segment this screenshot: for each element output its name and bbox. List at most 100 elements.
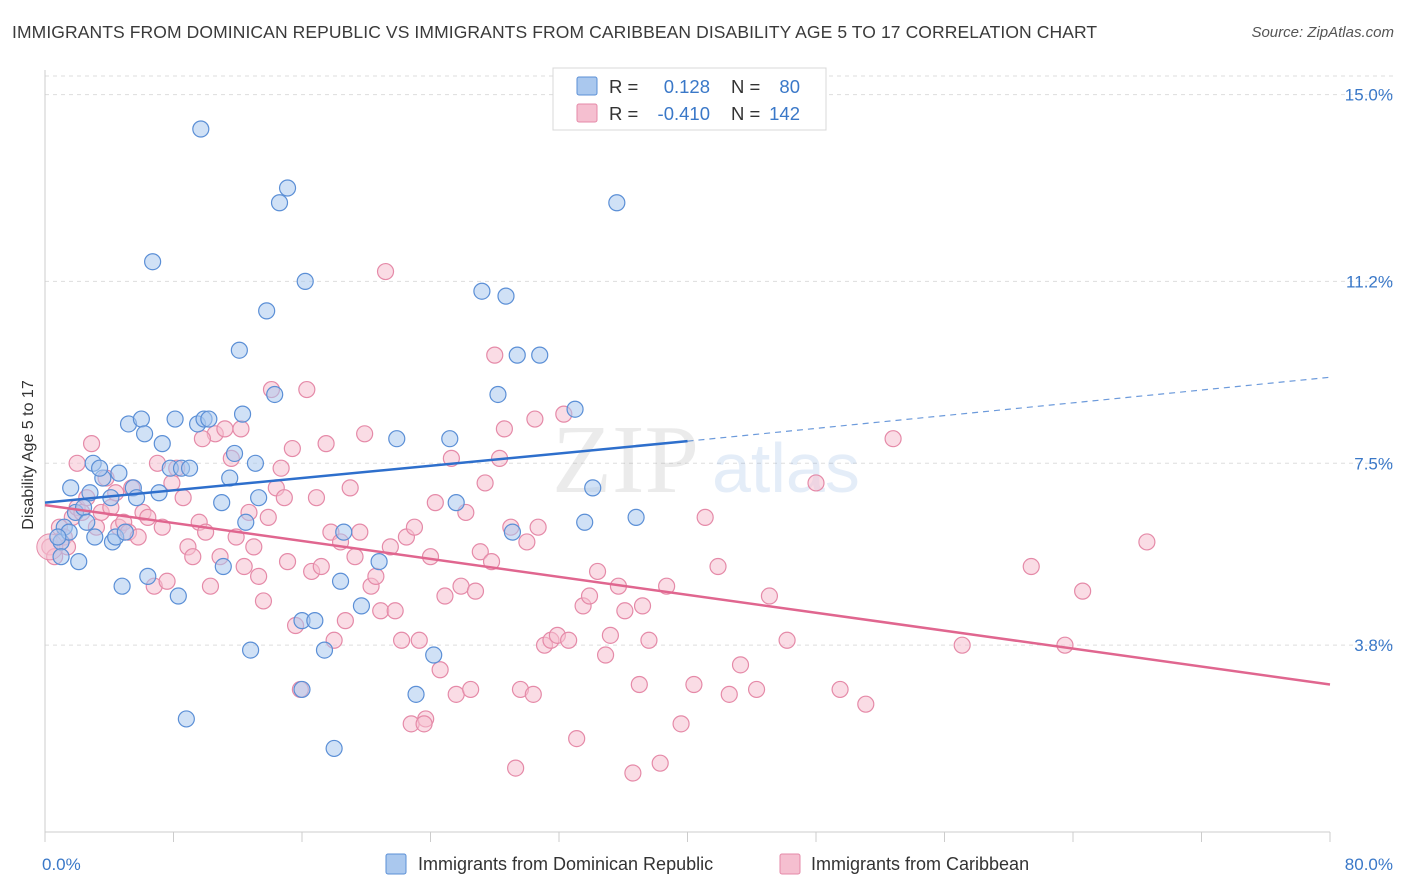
caribbean-point — [82, 435, 101, 453]
y-axis-label: Disability Age 5 to 17 — [20, 380, 37, 530]
x-axis-ticks — [44, 832, 1331, 842]
dominican-point — [388, 430, 406, 448]
caribbean-point — [462, 680, 480, 699]
caribbean-trend-line — [44, 503, 1331, 686]
caribbean-points — [36, 262, 1156, 782]
dominican-point — [74, 498, 93, 517]
caribbean-point — [466, 582, 485, 600]
dominican-point — [608, 194, 626, 212]
legend-r-label-1: R = — [609, 76, 638, 97]
legend-swatch-caribbean — [576, 103, 598, 123]
caribbean-point — [275, 489, 293, 507]
caribbean-point — [312, 557, 330, 576]
dominican-point — [62, 479, 80, 497]
caribbean-point — [415, 715, 433, 733]
dominican-point — [91, 459, 109, 477]
dominican-point — [153, 435, 171, 453]
caribbean-point — [526, 410, 544, 428]
dominican-point — [258, 302, 276, 320]
legend-n-value-2: 142 — [769, 103, 800, 124]
caribbean-point — [245, 538, 263, 556]
dominican-point — [230, 341, 248, 359]
caribbean-point — [507, 759, 525, 777]
caribbean-point — [696, 508, 714, 526]
caribbean-point — [807, 474, 825, 492]
caribbean-point — [317, 435, 335, 453]
caribbean-point — [720, 685, 738, 703]
caribbean-point — [431, 661, 449, 679]
caribbean-point — [709, 557, 727, 576]
legend-box — [552, 67, 827, 131]
caribbean-point — [351, 523, 369, 541]
caribbean-point — [68, 454, 86, 472]
dominican-point — [425, 646, 443, 664]
bottom-legend-swatch-dominican — [385, 853, 407, 875]
caribbean-point — [580, 587, 599, 605]
y-tick-label: 3.8% — [1354, 636, 1393, 655]
caribbean-point — [298, 380, 316, 399]
caribbean-point — [405, 518, 424, 536]
dominican-point — [331, 572, 350, 590]
dominican-point — [473, 282, 491, 300]
dominican-point — [242, 641, 260, 659]
dominican-point — [407, 685, 425, 703]
caribbean-point — [476, 474, 494, 492]
dominican-point — [86, 528, 104, 546]
caribbean-point — [367, 567, 385, 585]
caribbean-point — [640, 631, 658, 649]
dominican-point — [132, 410, 150, 428]
caribbean-point — [624, 764, 642, 782]
caribbean-point — [372, 602, 390, 620]
dominican-point — [296, 272, 314, 290]
caribbean-point — [1022, 557, 1040, 576]
caribbean-point — [421, 548, 440, 566]
trend-lines — [44, 376, 1331, 686]
dominican-point — [246, 454, 265, 472]
legend-r-label-2: R = — [609, 103, 638, 124]
caribbean-point — [201, 577, 220, 595]
dominican-point — [49, 528, 67, 546]
caribbean-point — [452, 577, 470, 595]
bottom-legend-label-dominican: Immigrants from Dominican Republic — [418, 854, 713, 874]
caribbean-point — [158, 572, 176, 590]
caribbean-point — [1138, 533, 1156, 551]
dominican-point — [116, 523, 134, 541]
dominican-point — [113, 577, 131, 595]
caribbean-point — [193, 430, 212, 448]
caribbean-point — [953, 636, 971, 654]
dominican-point — [335, 523, 353, 541]
caribbean-point — [272, 459, 290, 477]
y-tick-label: 11.2% — [1346, 272, 1393, 291]
dominican-point — [293, 680, 311, 699]
caribbean-point — [436, 587, 454, 605]
dominican-point — [200, 410, 218, 428]
watermark-atlas: atlas — [712, 429, 860, 507]
series-legend: Immigrants from Dominican Republic Immig… — [385, 853, 1029, 875]
correlation-legend: R = 0.128 N = 80 R = -0.410 N = 142 — [552, 67, 827, 131]
caribbean-point — [184, 548, 202, 566]
caribbean-point — [139, 508, 157, 526]
y-tick-label: 7.5% — [1354, 454, 1393, 473]
dominican-point — [214, 557, 232, 576]
caribbean-point — [672, 715, 690, 733]
caribbean-point — [410, 631, 428, 649]
caribbean-point — [341, 479, 359, 497]
caribbean-point — [778, 631, 796, 649]
dominican-points — [49, 120, 645, 758]
caribbean-point — [356, 425, 374, 443]
legend-r-value-1: 0.128 — [664, 76, 710, 97]
dominican-point — [233, 405, 252, 423]
caribbean-point — [524, 685, 542, 703]
dominican-point — [447, 494, 465, 512]
caribbean-point — [376, 262, 395, 281]
x-tick-label-max: 80.0% — [1345, 855, 1393, 874]
dominican-point — [270, 194, 289, 212]
caribbean-point — [831, 680, 849, 699]
bottom-legend-swatch-caribbean — [779, 853, 801, 875]
caribbean-point — [336, 612, 354, 630]
legend-n-label-1: N = — [731, 76, 760, 97]
caribbean-point — [601, 626, 620, 644]
dominican-point — [497, 287, 515, 305]
dominican-point — [213, 494, 231, 512]
dominican-point — [250, 489, 268, 507]
